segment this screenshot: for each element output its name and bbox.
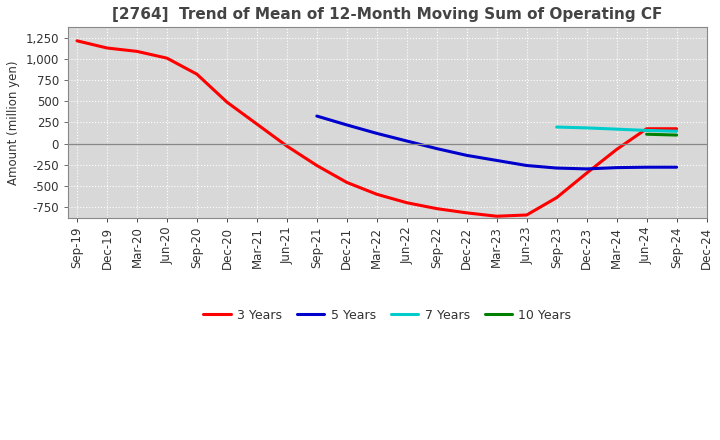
7 Years	[612, 127, 621, 132]
10 Years	[672, 132, 681, 138]
3 Years	[372, 191, 381, 197]
3 Years	[132, 49, 141, 54]
7 Years	[672, 128, 681, 134]
3 Years	[73, 38, 81, 44]
5 Years	[523, 163, 531, 168]
5 Years	[582, 166, 591, 172]
3 Years	[552, 195, 561, 200]
3 Years	[462, 210, 471, 216]
5 Years	[642, 165, 651, 170]
7 Years	[552, 125, 561, 130]
3 Years	[312, 163, 321, 168]
3 Years	[253, 121, 261, 127]
Title: [2764]  Trend of Mean of 12-Month Moving Sum of Operating CF: [2764] Trend of Mean of 12-Month Moving …	[112, 7, 662, 22]
3 Years	[523, 213, 531, 218]
5 Years	[672, 165, 681, 170]
3 Years	[193, 72, 202, 77]
3 Years	[582, 170, 591, 176]
Line: 3 Years: 3 Years	[77, 41, 677, 216]
3 Years	[343, 180, 351, 185]
5 Years	[312, 114, 321, 119]
3 Years	[222, 99, 231, 105]
Legend: 3 Years, 5 Years, 7 Years, 10 Years: 3 Years, 5 Years, 7 Years, 10 Years	[198, 304, 577, 326]
5 Years	[372, 131, 381, 136]
3 Years	[402, 200, 411, 205]
5 Years	[343, 122, 351, 128]
5 Years	[612, 165, 621, 170]
7 Years	[642, 128, 651, 133]
3 Years	[433, 206, 441, 211]
10 Years	[642, 132, 651, 137]
3 Years	[672, 126, 681, 132]
Line: 5 Years: 5 Years	[317, 116, 677, 169]
3 Years	[492, 213, 501, 219]
5 Years	[433, 146, 441, 151]
5 Years	[402, 138, 411, 143]
5 Years	[462, 153, 471, 158]
3 Years	[282, 143, 291, 149]
3 Years	[103, 45, 112, 51]
3 Years	[163, 55, 171, 61]
3 Years	[642, 126, 651, 132]
Line: 10 Years: 10 Years	[647, 134, 677, 135]
Y-axis label: Amount (million yen): Amount (million yen)	[7, 60, 20, 185]
5 Years	[492, 158, 501, 163]
5 Years	[552, 165, 561, 171]
7 Years	[582, 125, 591, 131]
3 Years	[612, 147, 621, 152]
Line: 7 Years: 7 Years	[557, 127, 677, 131]
